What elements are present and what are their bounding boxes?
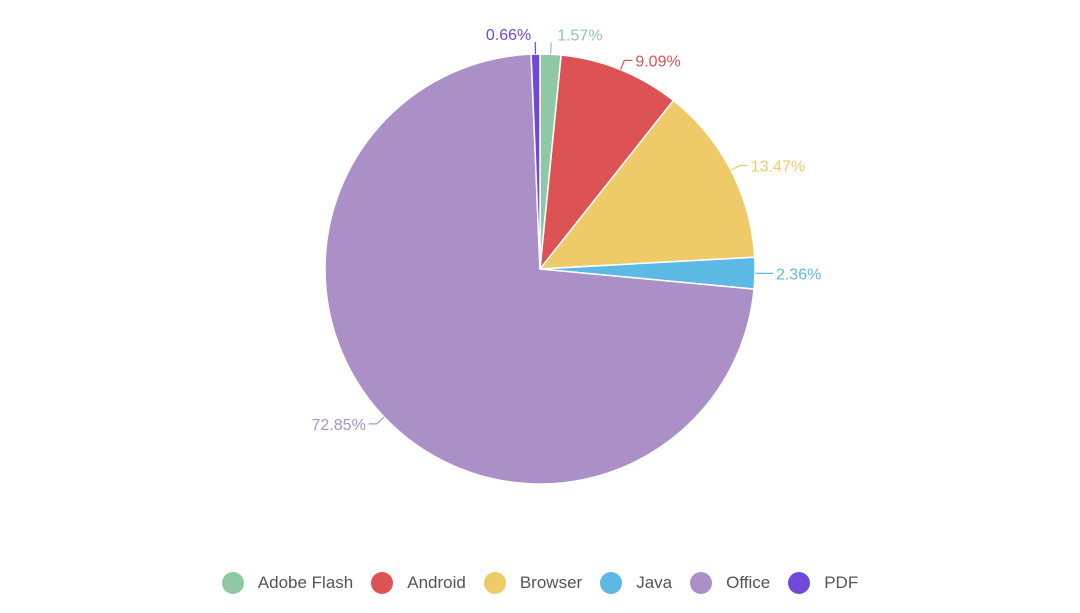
pie-slice-android	[539, 54, 675, 272]
legend-item-browser: Browser	[483, 572, 583, 594]
legend-swatch	[600, 572, 623, 594]
legend-swatch	[483, 572, 506, 594]
legend-swatch	[371, 572, 394, 594]
legend-label: Office	[726, 573, 771, 592]
legend-label: Java	[636, 573, 673, 592]
legend-label: Browser	[519, 573, 583, 592]
pie-slice-office	[324, 53, 755, 485]
value-label-pdf: 0.66%	[486, 27, 531, 44]
legend-item-office: Office	[690, 572, 770, 594]
value-label-android: 9.09%	[635, 53, 680, 70]
leader-line-adobe-flash	[550, 42, 552, 55]
pie-slice-browser	[538, 99, 756, 270]
legend-label: PDF	[824, 573, 859, 592]
pie-leader-lines	[368, 42, 773, 425]
legend-item-pdf: PDF	[788, 572, 858, 594]
leader-line-office	[368, 416, 385, 425]
value-label-adobe-flash: 1.57%	[557, 27, 602, 44]
pie-slices	[324, 53, 756, 485]
legend-swatch	[788, 572, 811, 594]
legend-label: Android	[407, 573, 466, 592]
leader-line-android	[620, 59, 633, 70]
legend-item-adobe-flash: Adobe Flash	[221, 572, 354, 594]
legend-item-android: Android	[371, 572, 466, 594]
legend-swatch	[221, 572, 244, 594]
value-label-browser: 13.47%	[751, 159, 805, 176]
value-label-java: 2.36%	[776, 266, 821, 283]
legend-swatch	[690, 572, 713, 594]
leader-line-browser	[730, 164, 748, 171]
pie-value-labels: 1.57% 9.09% 13.47% 2.36% 72.85% 0.66%	[312, 27, 822, 434]
legend-label: Adobe Flash	[257, 573, 354, 592]
legend-item-java: Java	[600, 572, 672, 594]
value-label-office: 72.85%	[312, 417, 366, 434]
chart-legend: Adobe Flash Android Browser Java Office PDF	[0, 568, 1080, 598]
